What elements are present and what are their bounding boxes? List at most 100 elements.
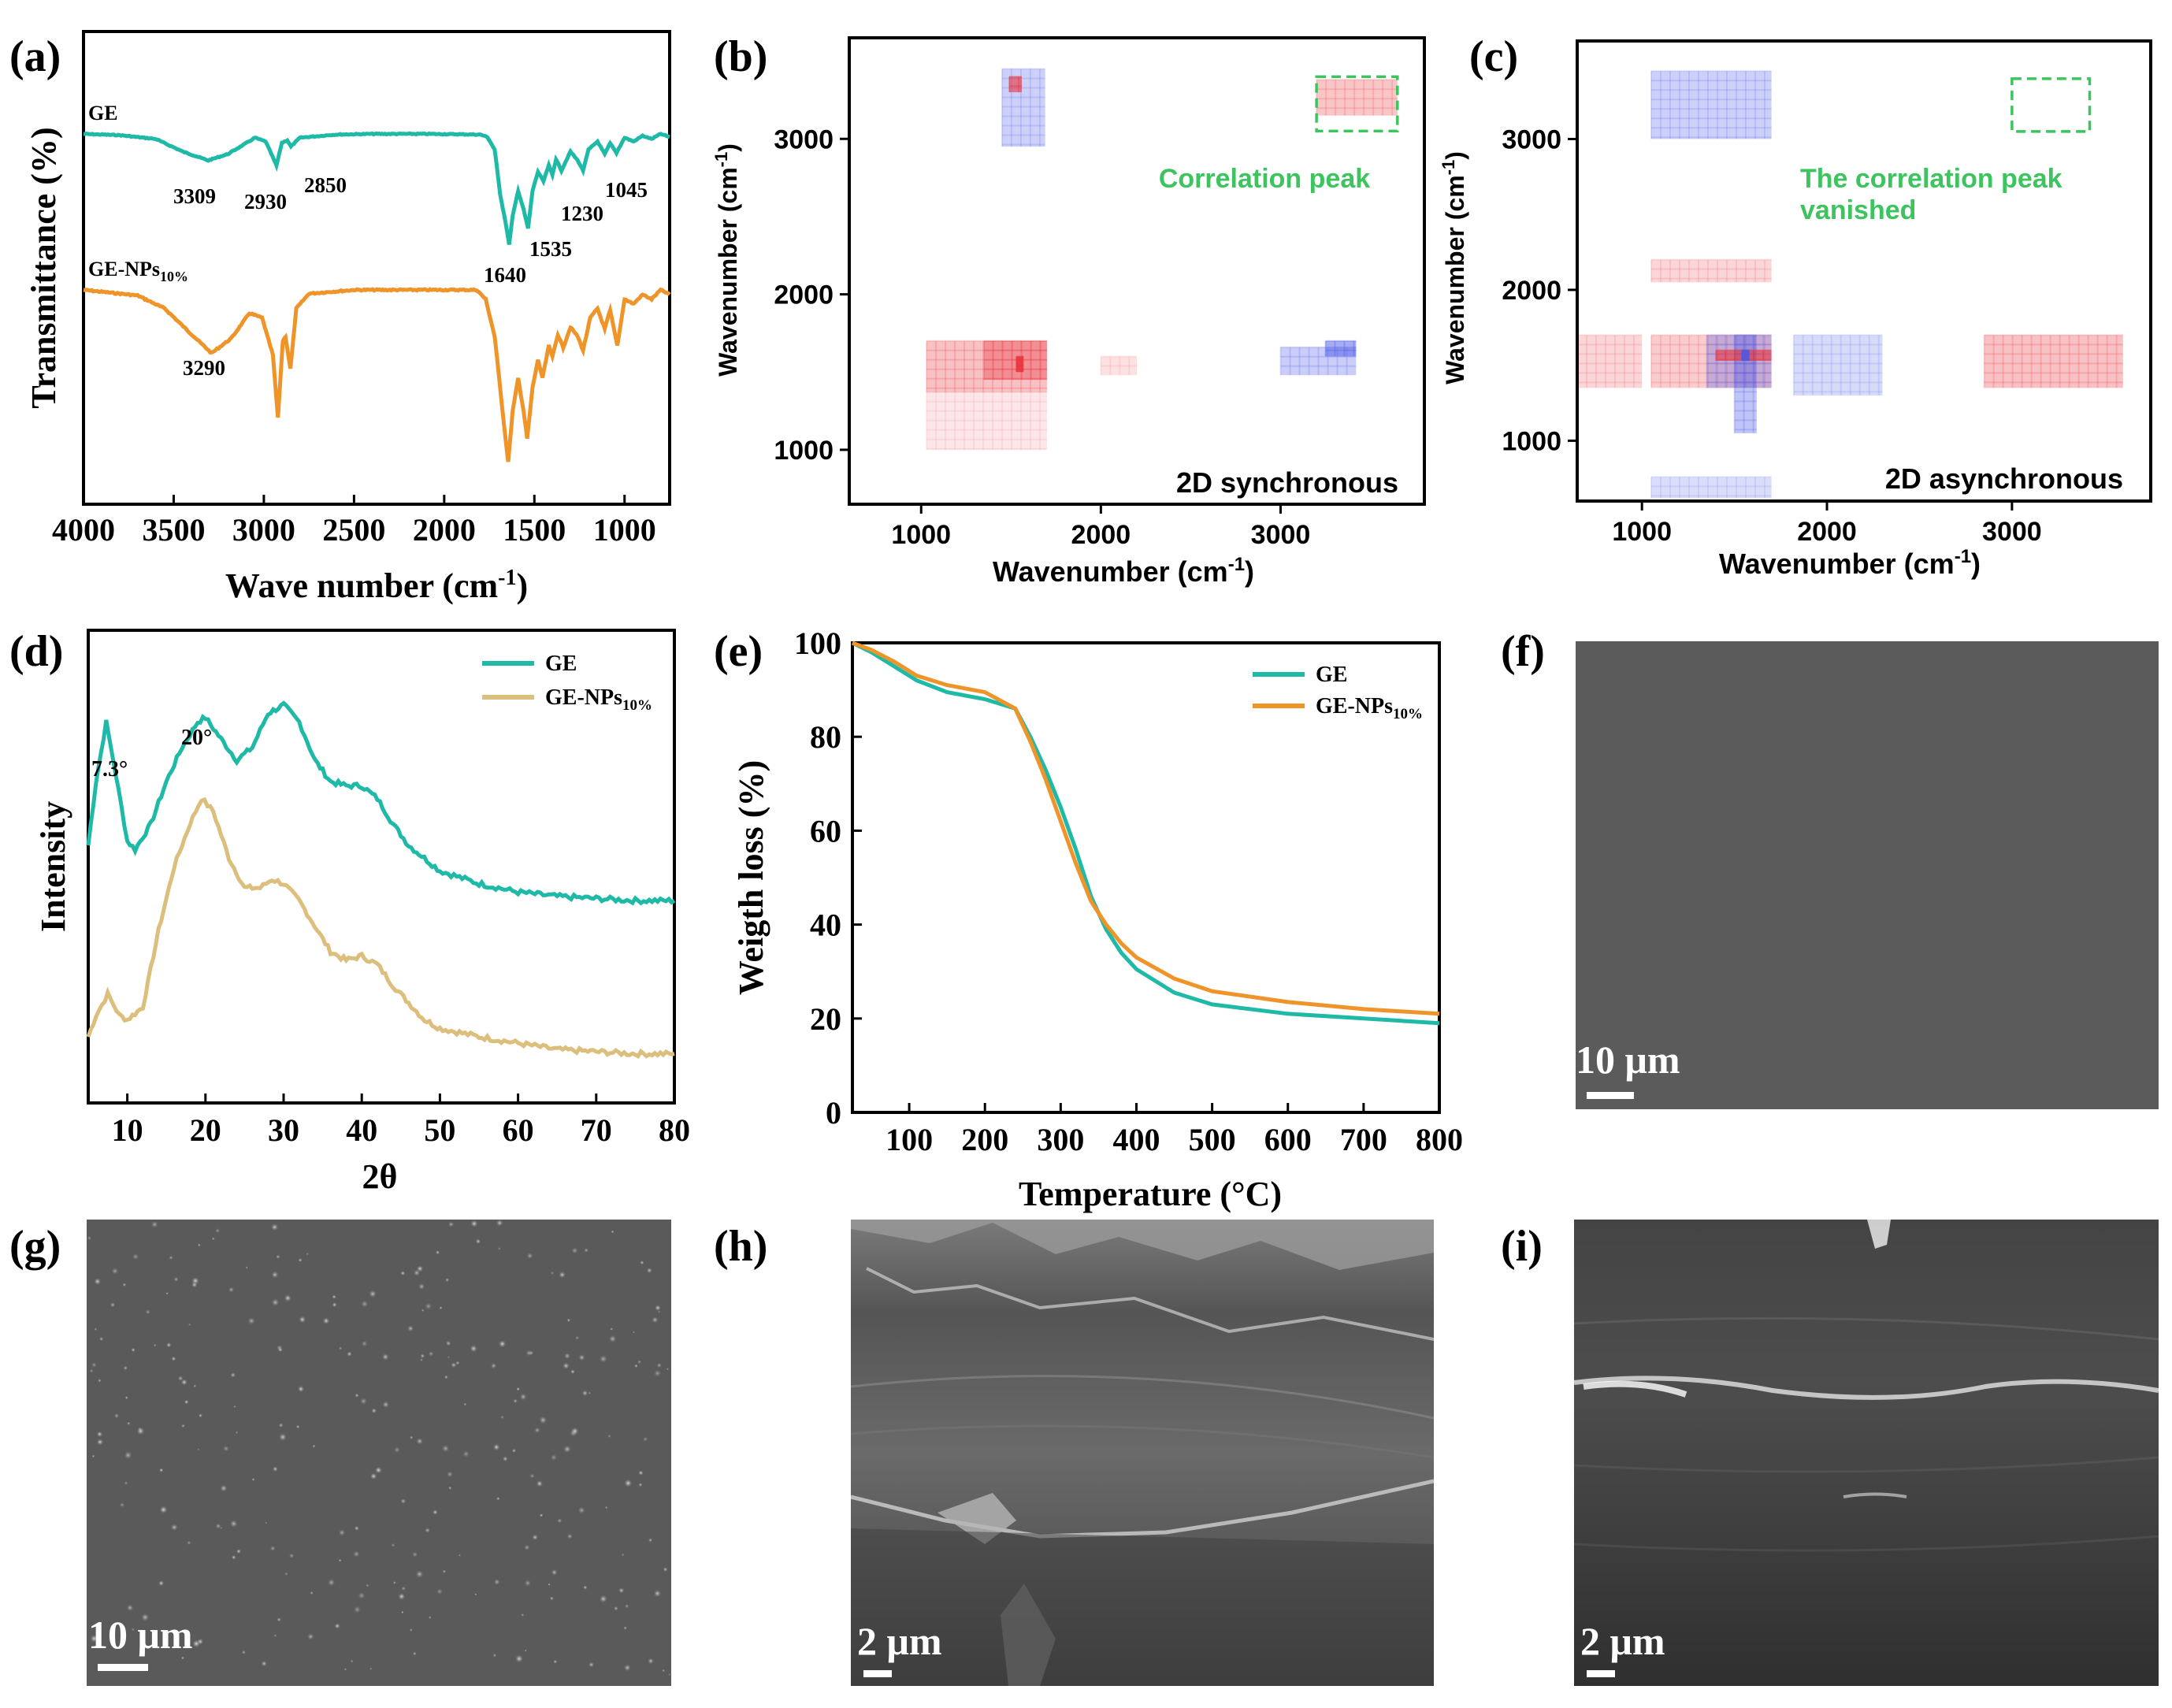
heatmap-cell xyxy=(984,340,1047,381)
panel-d: (d) 10 20 30 40 50 60 70 80 GE GE-NPs10% 7.3° 2… xyxy=(9,627,690,1196)
sem-particle xyxy=(577,1506,585,1514)
sem-particle xyxy=(536,1480,544,1487)
sem-particle xyxy=(124,1451,132,1460)
sem-particle xyxy=(634,1364,638,1368)
peak-label: 3290 xyxy=(183,356,225,380)
panel-label-d: (d) xyxy=(9,627,63,676)
y-axis-label-a: Transmittance (%) xyxy=(24,127,63,408)
x-tick-label-e: 100 xyxy=(886,1122,933,1157)
sem-particle xyxy=(158,1580,165,1587)
sem-particle xyxy=(524,1649,527,1652)
sem-particle xyxy=(447,1356,451,1359)
sem-particle xyxy=(184,1399,189,1405)
sem-particle xyxy=(524,1580,532,1587)
sem-particle xyxy=(574,1335,580,1340)
heatmap-cell xyxy=(1577,335,1643,388)
series-line-ge-e xyxy=(851,640,1440,1026)
heatmap-cell xyxy=(926,340,1047,392)
sem-particle xyxy=(297,1385,305,1393)
sem-particle xyxy=(608,1335,617,1343)
sem-particle xyxy=(657,1310,661,1313)
sem-particle xyxy=(89,1368,94,1373)
sem-particle xyxy=(652,1316,659,1324)
scale-bar-label-i: 2 μm xyxy=(1580,1619,1665,1663)
sem-particle xyxy=(623,1626,627,1630)
sem-particle xyxy=(170,1524,178,1531)
x-tick-label-a: 2000 xyxy=(413,512,476,548)
sem-particle xyxy=(211,1237,215,1241)
series-line-ge-nps-e xyxy=(852,640,1440,1016)
x-tick-label-a: 3500 xyxy=(142,512,205,548)
sem-particle xyxy=(570,1427,579,1435)
sem-particle xyxy=(415,1570,424,1578)
sem-particle xyxy=(570,1369,575,1374)
x-tick-label-d: 60 xyxy=(503,1112,534,1148)
sem-particle xyxy=(463,1402,467,1406)
sem-particle xyxy=(158,1468,164,1472)
sem-particle xyxy=(284,1294,291,1302)
scale-bar-i xyxy=(1587,1670,1615,1677)
sem-particle xyxy=(145,1309,150,1315)
peak-label: 1640 xyxy=(484,263,526,287)
x-tick-label-e: 500 xyxy=(1189,1122,1236,1157)
sem-particle xyxy=(550,1271,555,1275)
sem-particle xyxy=(214,1227,221,1234)
sem-particle xyxy=(279,1433,287,1441)
x-ticks-d: 10 20 30 40 50 60 70 80 xyxy=(112,1093,690,1148)
sem-particle xyxy=(475,1238,481,1245)
x-axis-label-c: Wavenumber (cm-1) xyxy=(1719,546,1981,580)
ylabel-c-end: ) xyxy=(1441,151,1469,160)
panel-a: (a) 4000 3500 3000 2500 2000 1500 1000 GE GE-N… xyxy=(9,30,671,605)
series-line-ge-d xyxy=(86,700,676,906)
x-axis-label-b: Wavenumber (cm-1) xyxy=(993,554,1254,588)
sem-particle xyxy=(241,1650,246,1654)
peak-labels-a: 3309 2930 2850 1640 1535 1230 1045 3290 xyxy=(173,173,648,380)
sem-particle xyxy=(526,1253,533,1259)
heatmap-cell xyxy=(1706,335,1772,388)
sem-particle xyxy=(235,1431,239,1434)
sem-particle xyxy=(392,1581,396,1584)
correlation-peak-box-b xyxy=(1315,75,1399,133)
sem-particle xyxy=(338,1529,346,1536)
sem-particle xyxy=(611,1230,614,1234)
sem-particle xyxy=(188,1323,191,1327)
sem-particle xyxy=(328,1579,336,1587)
panel-label-f: (f) xyxy=(1501,627,1545,676)
sem-particle xyxy=(369,1290,377,1298)
x-axis-label-a: Wave number (cm-1) xyxy=(225,566,528,605)
sem-particle xyxy=(553,1659,558,1664)
sem-particle xyxy=(401,1610,404,1614)
sem-particle xyxy=(332,1294,336,1299)
x-ticks-a: 4000 3500 3000 2500 2000 1500 1000 xyxy=(52,495,656,548)
sem-particle xyxy=(532,1534,539,1541)
peak-annotation-7.3: 7.3° xyxy=(91,757,128,782)
sem-particle xyxy=(338,1346,343,1350)
sem-particle xyxy=(126,1604,134,1612)
scale-bar-f xyxy=(1587,1092,1634,1099)
sem-particle xyxy=(94,1327,98,1331)
sem-particle xyxy=(666,1368,670,1371)
sem-particle xyxy=(173,1276,179,1282)
sem-particle xyxy=(599,1595,607,1603)
x-tick-label-d: 50 xyxy=(424,1112,455,1148)
sem-particle xyxy=(407,1325,414,1332)
sem-particle xyxy=(516,1387,521,1391)
heatmap-cell xyxy=(1650,477,1772,499)
sem-particle xyxy=(169,1255,173,1261)
sem-particle xyxy=(310,1591,314,1595)
x-tick-label-e: 200 xyxy=(961,1122,1008,1157)
sem-particle xyxy=(124,1396,128,1400)
panel-i: (i) 2 μm xyxy=(1501,1220,2159,1686)
sem-particle xyxy=(90,1634,98,1643)
sem-particle xyxy=(549,1596,554,1601)
peak-label: 1535 xyxy=(529,237,572,261)
x-tick-label-d: 30 xyxy=(268,1112,299,1148)
x-tick-label-e: 400 xyxy=(1112,1122,1160,1157)
sem-particle xyxy=(445,1340,451,1346)
sem-particle xyxy=(524,1544,530,1550)
sem-particle xyxy=(653,1369,662,1377)
sem-particle xyxy=(621,1553,625,1557)
panel-e: (e) 100 200 300 400 500 600 700 800020406080100… xyxy=(714,626,1463,1213)
sem-particle xyxy=(361,1340,368,1347)
sem-particle xyxy=(412,1551,418,1558)
